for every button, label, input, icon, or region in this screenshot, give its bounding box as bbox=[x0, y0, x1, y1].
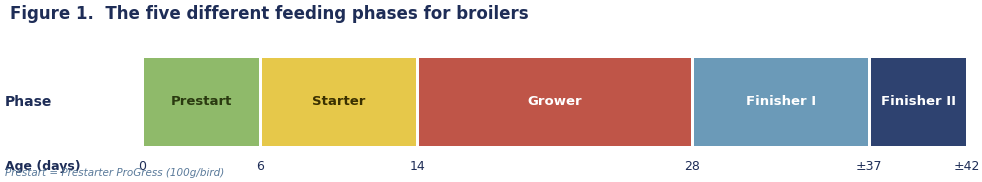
Text: Age (days): Age (days) bbox=[5, 160, 81, 173]
Bar bbox=[693, 58, 867, 146]
Text: 0: 0 bbox=[138, 160, 146, 173]
Text: ±37: ±37 bbox=[856, 160, 882, 173]
Text: Phase: Phase bbox=[5, 95, 52, 109]
Text: Prestart = Prestarter ProGress (100g/bird): Prestart = Prestarter ProGress (100g/bir… bbox=[5, 168, 224, 178]
Text: Prestart: Prestart bbox=[171, 95, 232, 108]
Text: 28: 28 bbox=[684, 160, 700, 173]
Bar bbox=[261, 58, 415, 146]
Bar bbox=[143, 58, 258, 146]
Text: Starter: Starter bbox=[312, 95, 365, 108]
Text: Finisher II: Finisher II bbox=[881, 95, 955, 108]
Bar bbox=[418, 58, 690, 146]
Text: ±42: ±42 bbox=[955, 160, 980, 173]
Text: Finisher I: Finisher I bbox=[745, 95, 816, 108]
Text: Grower: Grower bbox=[527, 95, 582, 108]
Bar bbox=[870, 58, 965, 146]
Text: 6: 6 bbox=[256, 160, 264, 173]
Text: Figure 1.  The five different feeding phases for broilers: Figure 1. The five different feeding pha… bbox=[10, 5, 528, 23]
Text: 14: 14 bbox=[409, 160, 425, 173]
